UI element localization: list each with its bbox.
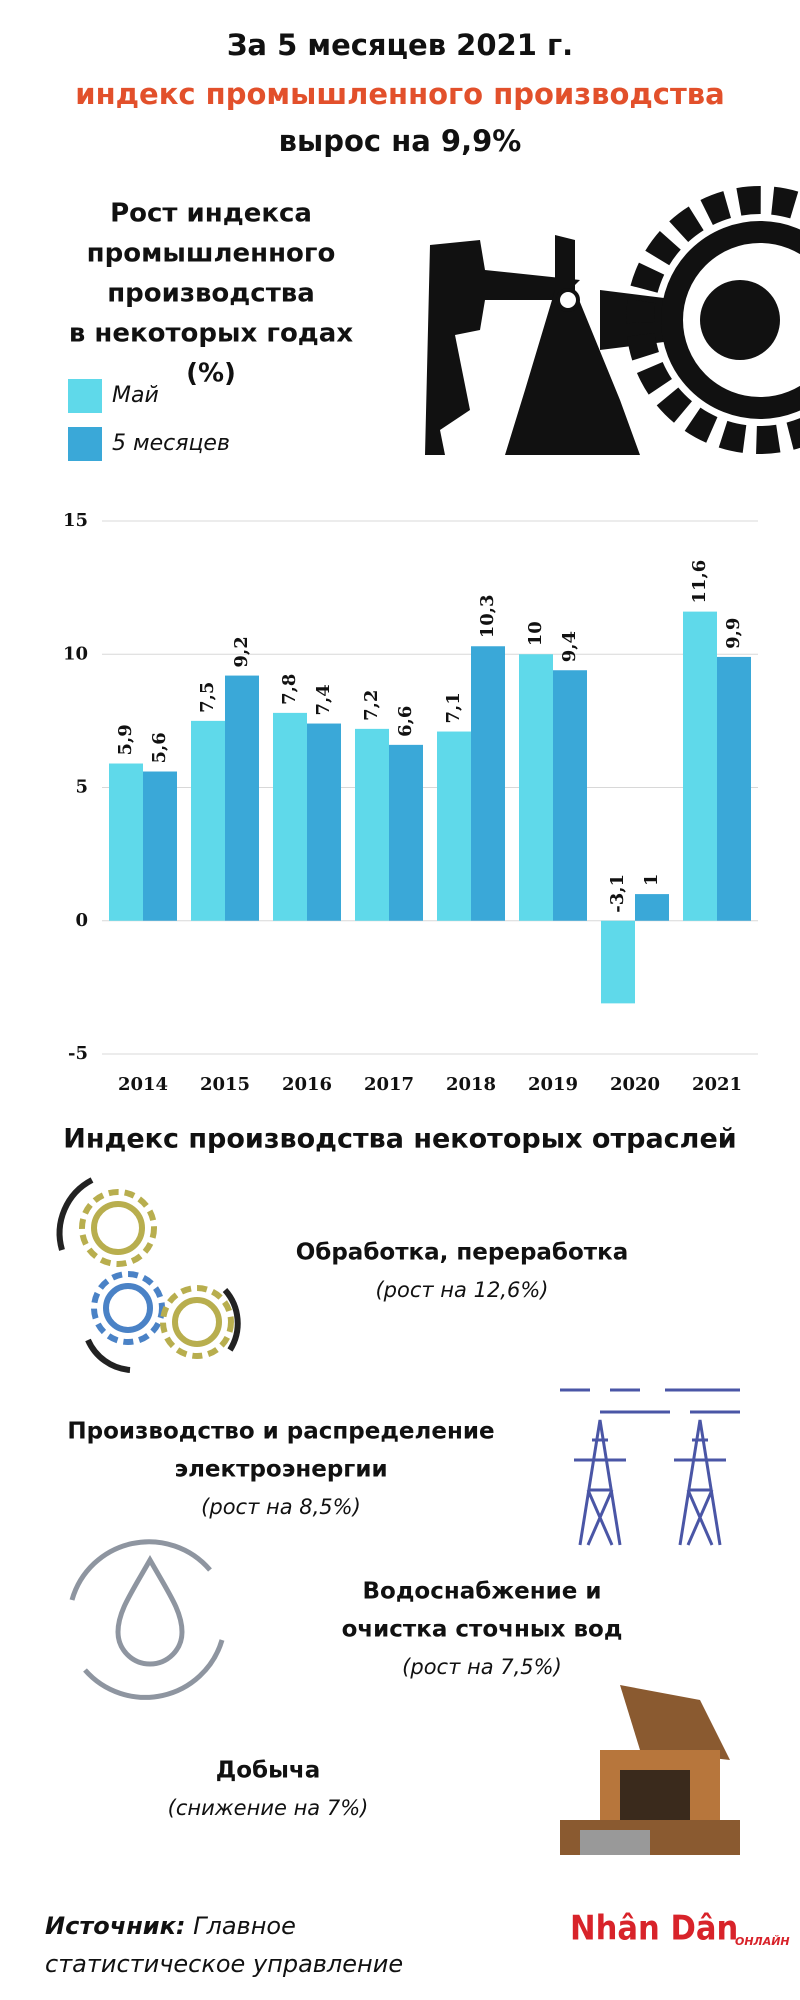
legend-swatch xyxy=(68,427,102,461)
sector-name: Производство и распределение xyxy=(67,1419,494,1445)
bar xyxy=(553,670,587,921)
sector-name: Обработка, переработка xyxy=(296,1240,629,1266)
y-tick-label: 15 xyxy=(63,510,88,531)
bar xyxy=(471,646,505,921)
sector-note: (рост на 12,6%) xyxy=(375,1278,548,1302)
gears-icon xyxy=(56,1177,241,1373)
value-label: 10 xyxy=(525,621,546,646)
mine-icon xyxy=(560,1685,740,1855)
value-label: 9,9 xyxy=(723,618,744,649)
x-tick-label: 2019 xyxy=(528,1074,578,1095)
legend-label: 5 месяцев xyxy=(112,431,230,456)
source-text: Главное xyxy=(193,1912,296,1940)
factory-icon xyxy=(425,186,800,455)
y-tick-label: -5 xyxy=(68,1043,88,1064)
bar xyxy=(307,723,341,921)
value-label: 7,4 xyxy=(313,684,334,715)
value-label: 7,1 xyxy=(443,692,464,723)
logo-sub: ОНЛАЙН xyxy=(735,1935,790,1948)
header-line: индекс промышленного производства xyxy=(75,77,724,111)
y-tick-label: 5 xyxy=(75,777,88,798)
value-label: 1 xyxy=(641,874,662,887)
chart-title: Рост индекса xyxy=(110,199,312,229)
bar xyxy=(717,656,751,921)
value-label: 11,6 xyxy=(689,560,710,604)
chart-title: производства xyxy=(107,279,315,309)
bar xyxy=(601,920,635,1004)
value-label: 6,6 xyxy=(395,706,416,737)
logo: Nhân Dân xyxy=(570,1909,738,1949)
bar xyxy=(143,771,177,921)
value-label: 7,8 xyxy=(279,674,300,705)
sector-name: очистка сточных вод xyxy=(342,1617,623,1643)
bar xyxy=(437,731,471,921)
sector-note: (рост на 7,5%) xyxy=(402,1655,562,1679)
water-icon xyxy=(69,1539,225,1700)
bar xyxy=(225,675,259,921)
sectors: Обработка, переработка (рост на 12,6%) Про… xyxy=(67,1240,628,1821)
source-text: статистическое управление xyxy=(45,1950,403,1978)
source-label: Источник: xyxy=(45,1912,185,1940)
x-tick-label: 2017 xyxy=(364,1074,414,1095)
value-label: 10,3 xyxy=(477,594,498,638)
section-heading: Индекс производства некоторых отраслей xyxy=(63,1124,736,1155)
x-tick-label: 2018 xyxy=(446,1074,496,1095)
x-tick-label: 2014 xyxy=(118,1074,168,1095)
value-label: 7,5 xyxy=(197,682,218,713)
source: Источник: Главное xyxy=(45,1912,296,1940)
bar xyxy=(191,720,225,921)
x-tick-label: 2016 xyxy=(282,1074,332,1095)
sector-note: (снижение на 7%) xyxy=(168,1796,369,1820)
sector-name: электроэнергии xyxy=(174,1457,387,1483)
value-label: 5,6 xyxy=(149,732,170,763)
value-label: 9,2 xyxy=(231,636,252,667)
sector-name: Добыча xyxy=(216,1758,320,1784)
power-tower-icon xyxy=(560,1388,740,1546)
y-tick-label: 0 xyxy=(75,910,88,931)
chart: Рост индекса промышленного производства в н… xyxy=(63,199,758,1095)
chart-title: промышленного xyxy=(87,239,336,269)
bar xyxy=(389,744,423,921)
x-tick-label: 2021 xyxy=(692,1074,742,1095)
chart-title: в некоторых годах xyxy=(69,319,353,349)
legend-label: Май xyxy=(112,383,159,408)
value-label: 7,2 xyxy=(361,690,382,721)
legend-swatch xyxy=(68,379,102,413)
y-tick-label: 10 xyxy=(63,643,88,664)
header-line: вырос на 9,9% xyxy=(279,124,522,158)
sector-note: (рост на 8,5%) xyxy=(201,1495,361,1519)
header-line: За 5 месяцев 2021 г. xyxy=(227,28,573,62)
bar xyxy=(683,611,717,921)
chart-title: (%) xyxy=(186,359,236,389)
value-label: -3,1 xyxy=(607,874,628,913)
bar xyxy=(519,654,553,921)
bar xyxy=(635,894,669,921)
bar xyxy=(273,712,307,921)
bar xyxy=(109,763,143,921)
bar xyxy=(355,728,389,921)
x-tick-label: 2015 xyxy=(200,1074,250,1095)
value-label: 9,4 xyxy=(559,631,580,662)
value-label: 5,9 xyxy=(115,724,136,755)
sector-name: Водоснабжение и xyxy=(362,1579,601,1605)
x-tick-label: 2020 xyxy=(610,1074,660,1095)
